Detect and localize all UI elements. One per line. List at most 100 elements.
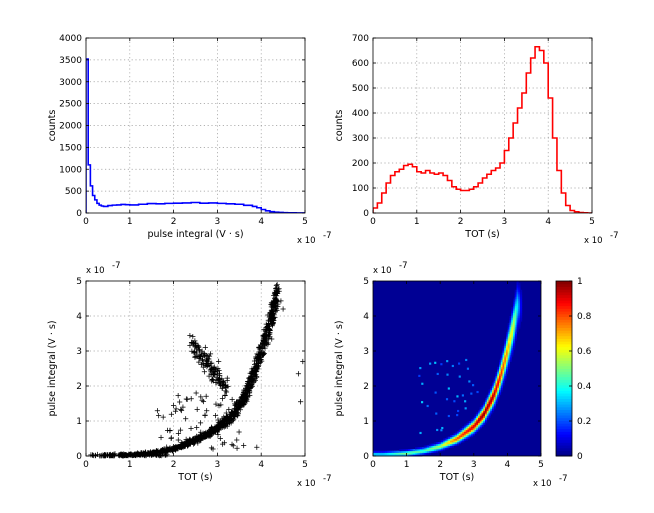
heatmap-cell [441,440,444,443]
heatmap-cell [492,393,495,396]
heatmap-cell [516,286,519,289]
heatmap-cell [511,351,514,354]
scatter-point [173,445,180,451]
heatmap-cell [511,317,514,320]
heatmap-cell [439,447,442,450]
scatter-point [274,288,281,294]
heatmap-cell [504,354,507,357]
scatter-point [224,375,230,381]
heatmap-cell [441,442,444,445]
heatmap-cell [476,422,479,425]
heatmap-cell [422,447,425,450]
scatter-point [150,452,156,458]
scatter-point [213,401,219,407]
heatmap-cell [520,317,523,320]
heatmap-cell [404,452,407,455]
heatmap-cell [444,443,447,446]
heatmap-cell [419,366,422,370]
scatter-point [216,403,222,409]
scatter-point [179,440,185,446]
heatmap-cell [502,379,505,382]
heatmap-cell [453,433,456,436]
scatter-point [214,368,220,374]
heatmap-cell [450,438,453,441]
heatmap-cell [492,387,495,390]
heatmap-cell [497,386,500,389]
y-tick-label: 1 [363,417,369,427]
heatmap-cell [380,452,383,455]
x-tick-label: 1 [404,460,410,470]
heatmap-cell [464,438,467,441]
scatter-point [264,327,270,333]
heatmap-cell [486,412,489,415]
heatmap-cell [460,429,463,432]
heatmap-cell [429,362,432,365]
heatmap-cell [394,452,397,455]
scatter-point [221,418,227,425]
scatter-point [253,354,259,360]
heatmap-cell [427,447,430,450]
heatmap-cell [518,316,521,319]
heatmap-cell [507,342,510,345]
heatmap-cell [451,443,454,446]
heatmap-cell [499,363,502,366]
heatmap-cell [490,405,493,408]
heatmap-cell [493,384,496,387]
colorbar-segment [556,398,572,402]
heatmap-cell [513,314,516,317]
heatmap-cell [439,442,442,445]
heatmap-cell [411,450,414,453]
heatmap-cell [409,450,412,453]
heatmap-cell [502,358,505,361]
heatmap-cell [413,452,416,455]
scatter-point [264,323,270,329]
heatmap-cell [385,452,388,455]
heatmap-cell [472,421,475,424]
heatmap-cell [460,428,463,431]
heatmap-cell [465,429,468,432]
heatmap-cell [495,386,498,389]
heatmap-cell [516,323,519,326]
heatmap-cell [499,393,502,396]
heatmap-cell [415,447,418,450]
heatmap-cell [471,433,474,436]
x-tick-label: 3 [215,217,221,227]
heatmap-cell [493,377,496,380]
heatmap-cell [399,449,402,452]
heatmap-cell [406,452,409,455]
heatmap-cell [499,387,502,390]
heatmap-cell [418,450,421,453]
scatter-point [172,408,179,414]
heatmap-cell [509,333,512,336]
heatmap-cell [448,443,451,446]
heatmap-cell [492,384,495,387]
heatmap-cell [485,408,488,411]
heatmap-cell [458,433,461,436]
heatmap-cell [383,452,386,455]
scatter-point [184,396,190,402]
heatmap-cell [486,398,489,401]
scatter-point [175,437,181,443]
scatter-point [168,435,174,441]
heatmap-cell [462,428,465,431]
heatmap-cell [518,291,521,294]
heatmap-cell [506,340,509,343]
scatter-point [246,390,253,396]
colorbar-frame [555,280,573,457]
heatmap-cell [460,436,463,439]
heatmap-cell [446,440,449,443]
y-tick-label: 500 [65,187,82,197]
heatmap-cell [458,429,461,432]
heatmap-cell [511,321,514,324]
heatmap-cell [378,454,381,457]
heatmap-cell [507,324,510,327]
heatmap-cell [467,429,470,432]
y-tick-label: 600 [352,59,369,69]
heatmap-cell [471,424,474,427]
heatmap-cell [511,307,514,310]
scatter-point [204,433,210,440]
heatmap-cell [493,403,496,406]
heatmap-cell [472,417,475,420]
heatmap-cell [409,454,412,457]
heatmap-cell [485,405,488,408]
